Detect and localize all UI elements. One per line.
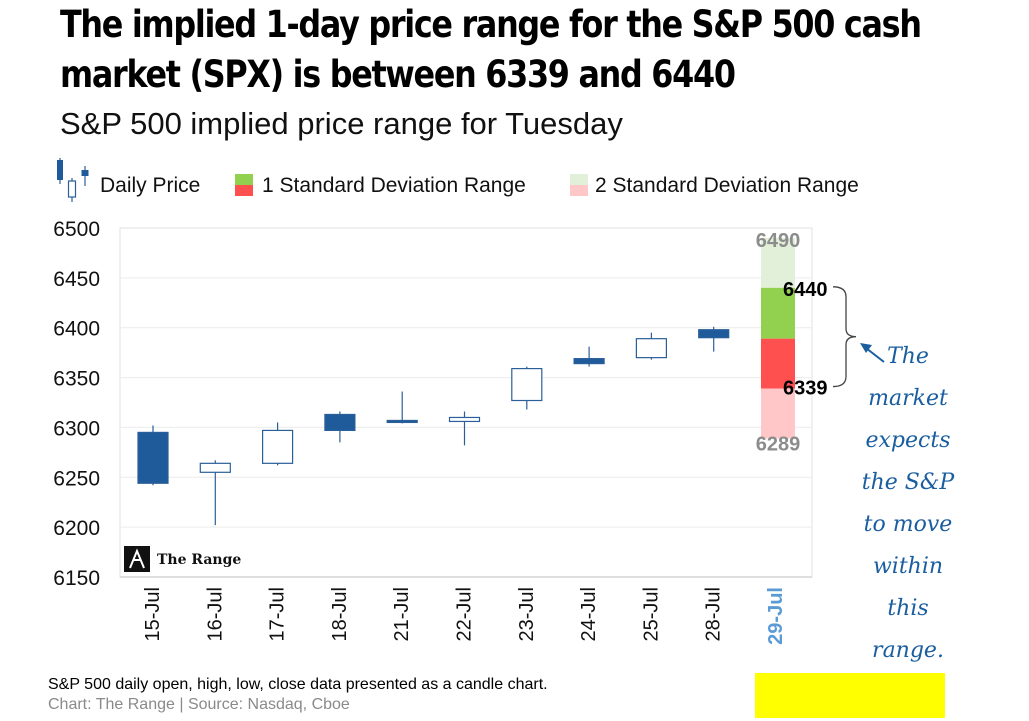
range-annotation: The market expects the S&P to move within this… xyxy=(848,336,968,672)
range-bracket xyxy=(832,286,857,388)
candle-body xyxy=(511,367,543,402)
x-tick-label: 17-Jul xyxy=(267,587,289,641)
sd1-high-label: 6440 xyxy=(783,279,828,301)
sd1-lower-band xyxy=(761,338,795,389)
annotation-line: within xyxy=(872,554,944,579)
annotation-arrow xyxy=(865,347,885,363)
legend-sd2-label: 2 Standard Deviation Range xyxy=(595,174,859,197)
y-tick-label: 6350 xyxy=(53,368,100,391)
y-tick-label: 6250 xyxy=(53,467,100,490)
subtitle-text: S&P 500 implied price range for xyxy=(60,106,498,141)
watermark-text: The Range xyxy=(157,552,241,568)
annotation-line: expects xyxy=(865,428,951,453)
x-tick-label: 28-Jul xyxy=(703,587,725,641)
annotation-line: the S&P xyxy=(861,470,955,495)
x-tick-label: 24-Jul xyxy=(578,587,600,641)
candle-legend-icon xyxy=(57,158,89,202)
x-tick-label: 22-Jul xyxy=(454,587,476,641)
subtitle-day: Tuesday xyxy=(505,106,623,141)
annotation-line: The xyxy=(887,344,929,369)
annotation-line: to move xyxy=(863,512,953,537)
x-tick-label: 21-Jul xyxy=(391,587,413,641)
legend-sd1-swatch xyxy=(235,174,253,196)
legend-sd1-label: 1 Standard Deviation Range xyxy=(262,174,526,197)
x-tick-label: 16-Jul xyxy=(204,587,226,641)
candle-body xyxy=(573,358,605,365)
x-tick-label: 25-Jul xyxy=(640,587,662,641)
plot-area xyxy=(119,227,813,578)
candle-body xyxy=(199,462,231,473)
annotation-line: market xyxy=(868,386,948,411)
candle-body xyxy=(386,419,418,424)
candle-body xyxy=(698,329,730,339)
legend-sd2-swatch xyxy=(570,174,588,196)
y-tick-label: 6500 xyxy=(53,218,100,241)
logo-glyph-icon xyxy=(129,548,145,569)
sd2-high-label: 6490 xyxy=(756,230,801,252)
footer-note: S&P 500 daily open, high, low, close dat… xyxy=(48,676,548,693)
annotation-arrowhead xyxy=(860,343,872,353)
footer-source: Chart: The Range | Source: Nasdaq, Cboe xyxy=(48,696,350,713)
x-tick-label: 23-Jul xyxy=(516,587,538,641)
y-tick-label: 6450 xyxy=(53,268,100,291)
y-tick-label: 6400 xyxy=(53,318,100,341)
candle-body xyxy=(137,431,169,484)
sd2-low-label: 6289 xyxy=(756,433,801,455)
sd2-upper-band xyxy=(761,237,795,288)
candle-body xyxy=(324,413,356,432)
y-tick-label: 6200 xyxy=(53,517,100,540)
yellow-highlight-box xyxy=(755,673,945,718)
sd1-low-label: 6339 xyxy=(783,378,828,400)
legend-daily-price: Daily Price xyxy=(100,174,201,197)
chart-subtitle: S&P 500 implied price range for Tuesday xyxy=(60,106,623,142)
y-tick-label: 6300 xyxy=(53,417,100,440)
annotation-line: this xyxy=(887,596,929,621)
x-tick-label: 15-Jul xyxy=(142,587,164,641)
chart-title: The implied 1-day price range for the S&… xyxy=(60,0,922,100)
title-line-1: The implied 1-day price range for the S&… xyxy=(60,3,922,46)
x-tick-label: 18-Jul xyxy=(329,587,351,641)
title-line-2: market (SPX) is between 6339 and 6440 xyxy=(60,53,736,96)
candle-body xyxy=(448,416,481,423)
sd2-lower-band xyxy=(761,388,795,439)
sd1-upper-band xyxy=(761,287,795,339)
y-tick-label: 6150 xyxy=(53,567,100,590)
x-tick-label: 29-Jul xyxy=(765,587,787,645)
candle-body xyxy=(262,429,294,464)
candle-body xyxy=(635,338,668,359)
annotation-line: range. xyxy=(872,638,944,663)
